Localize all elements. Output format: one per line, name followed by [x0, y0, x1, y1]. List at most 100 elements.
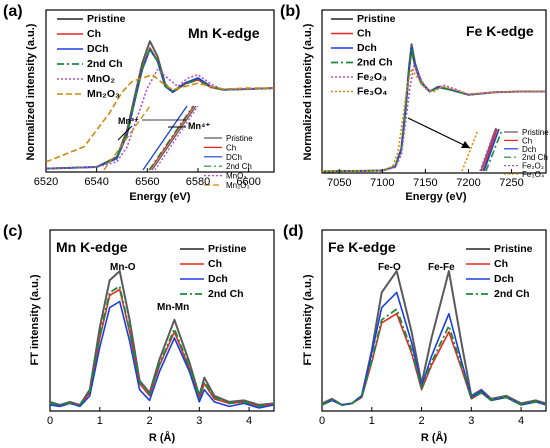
panel-d-legend-label-dch: Dch: [494, 273, 514, 285]
panel-b-legend-label-2nd-ch: 2nd Ch: [357, 57, 393, 69]
panel-d-legend-label-ch: Ch: [494, 258, 508, 270]
panel-c-series-dch: [49, 300, 275, 409]
panel-a-xtick-label: 6600: [236, 176, 260, 188]
panel-b-inset-legend-label-fe-o: Fe₂O₃: [522, 162, 544, 171]
panel-a-ylabel: Normalized intensity (a.u.): [25, 23, 37, 160]
panel-a-edge-title: Mn K-edge: [188, 25, 260, 41]
panel-a-inset-line-ch: [149, 105, 195, 171]
panel-b-legend-label-fe-o: Fe₂O₃: [357, 71, 387, 83]
panel-d-legend-label-2nd-ch: 2nd Ch: [494, 288, 530, 300]
panel-c-xticks: 0 1 2 3 4: [47, 407, 252, 427]
panel-b-series-ch: [321, 50, 546, 173]
panel-b-xtick-label: 7200: [456, 177, 480, 189]
panel-b-legend: Pristine Ch Dch 2nd Ch Fe₂O₃ Fe₃O₄: [331, 13, 396, 98]
panel-c-legend: Pristine Ch Dch 2nd Ch: [180, 243, 247, 300]
panel-a-inset-legend-label-ch: Ch: [226, 143, 236, 152]
panel-a-annot-mn3: Mn³⁺: [118, 116, 139, 126]
panel-d-xtick-label: 4: [518, 415, 524, 427]
panel-b-xlabel: Energy (eV): [405, 191, 466, 203]
panel-a-xtick-label: 6520: [34, 176, 58, 188]
panel-b-xtick-label: 7250: [499, 177, 523, 189]
panel-d-xticks: 0 1 2 3 4: [319, 407, 524, 427]
panel-b-series-group: [321, 43, 546, 173]
panel-b-inset-line-pristine: [480, 127, 497, 172]
panel-b-xtick-label: 7150: [413, 177, 437, 189]
panel-d-xtick-label: 0: [319, 415, 325, 427]
panel-b-inset-line-dch: [483, 128, 500, 172]
panel-d-legend: Pristine Ch Dch 2nd Ch: [466, 243, 533, 300]
panel-c-xtick-label: 4: [246, 415, 252, 427]
panel-a-inset-legend-label-mn-o: Mn₂O₃: [226, 181, 250, 190]
panel-a-inset-line-pristine: [151, 105, 197, 171]
panel-a-xlabel: Energy (eV): [129, 191, 190, 203]
panel-a-inset-line-mno: [154, 105, 199, 171]
panel-c-xtick-label: 0: [47, 415, 53, 427]
panel-b-ylabel: Normalized intensity (a.u.): [302, 23, 314, 160]
panel-a-xtick-label: 6540: [84, 176, 108, 188]
panel-a-inset-legend-label-dch: DCh: [226, 153, 242, 162]
panel-a-series-group: [45, 40, 275, 170]
panel-b-letter: (b): [280, 3, 300, 20]
panel-b-legend-label-dch: Dch: [357, 42, 377, 54]
panel-d-letter: (d): [283, 223, 303, 240]
panel-d-xlabel: R (Å): [421, 431, 448, 444]
panel-b-arrow: [407, 117, 471, 149]
panel-b-inset-legend-label-pristine: Pristine: [522, 128, 549, 137]
panel-d-xtick-label: 2: [418, 415, 424, 427]
panel-c-series-2nd-ch: [49, 285, 275, 408]
panel-b-series-dch: [321, 46, 546, 173]
panel-b-series-pristine: [321, 43, 546, 173]
panel-b-inset-legend-label-fe-o: Fe₃O₄: [522, 170, 544, 179]
panel-d-xtick-label: 3: [468, 415, 474, 427]
panel-b-inset-legend-label-ch: Ch: [522, 136, 532, 145]
panel-c-xtick-label: 2: [146, 415, 152, 427]
panel-b-legend-label-pristine: Pristine: [357, 13, 396, 25]
panel-d-peak-fe-fe: Fe-Fe: [428, 262, 455, 273]
panel-c-legend-label-ch: Ch: [208, 258, 222, 270]
panel-a-inset-line-mn-o: [103, 105, 151, 171]
panel-b-edge-title: Fe K-edge: [466, 23, 534, 39]
panel-d-legend-label-pristine: Pristine: [494, 243, 533, 255]
panel-c-xlabel: R (Å): [149, 431, 176, 444]
panel-b-series-2nd-ch: [321, 48, 546, 173]
panel-a-inset-legend-label-2nd-ch: 2nd Ch: [226, 162, 252, 171]
panel-d-edge-title: Fe K-edge: [328, 239, 396, 255]
panel-a-annot-mn4: Mn⁴⁺: [188, 121, 210, 131]
panel-d-peak-fe-o: Fe-O: [378, 262, 401, 273]
panel-a-series-pristine: [45, 40, 275, 170]
panel-c-xtick-label: 3: [196, 415, 202, 427]
panel-d: (d) Fe K-edge 0 1 2 3 4 R (Å) FT intensity (…: [283, 223, 547, 444]
panel-a-inset-legend-label-mno: MnO₂: [226, 172, 246, 181]
panel-b-legend-label-fe-o: Fe₃O₄: [357, 86, 387, 98]
panel-b-inset-line-fe-o: [461, 129, 479, 172]
panel-d-series-group: [321, 270, 547, 406]
panel-c-peak-mn-o: Mn-O: [110, 262, 136, 273]
panel-c-legend-label-2nd-ch: 2nd Ch: [208, 288, 244, 300]
panel-b-xtick-label: 7100: [370, 177, 394, 189]
panel-c-peak-mn-mn: Mn-Mn: [157, 302, 189, 313]
panel-c-series-group: [49, 270, 275, 409]
panel-b-inset-legend-label-dch: Dch: [522, 145, 536, 154]
panel-c-xtick-label: 1: [97, 415, 103, 427]
panel-a-legend-label-2nd-ch: 2nd Ch: [87, 58, 123, 70]
panel-a-inset-line-dch: [142, 105, 188, 171]
panel-a-xtick-label: 6580: [186, 176, 210, 188]
panel-b-xticks: 7050 7100 7150 7200 7250: [327, 169, 524, 189]
panel-c-ylabel: FT intensity (a.u.): [29, 274, 41, 365]
panel-d-frame: [321, 229, 547, 412]
panel-c-letter: (c): [3, 223, 23, 240]
panel-b-series-fe-o: [321, 67, 546, 173]
panel-a-series-dch: [45, 48, 275, 170]
panel-a-arrow-mn3: [117, 125, 133, 141]
panel-c-frame: [49, 229, 275, 412]
panel-b-arrow-head: [461, 141, 470, 148]
panel-c-legend-label-pristine: Pristine: [208, 243, 247, 255]
panel-a-xticks: 6520 6540 6560 6580 6600: [34, 168, 261, 188]
panel-d-series-2nd-ch: [321, 308, 547, 406]
panel-a-xtick-label: 6560: [135, 176, 159, 188]
panel-c: (c) Mn K-edge 0 1 2 3 4 R (Å) FT intensity (…: [3, 223, 275, 444]
